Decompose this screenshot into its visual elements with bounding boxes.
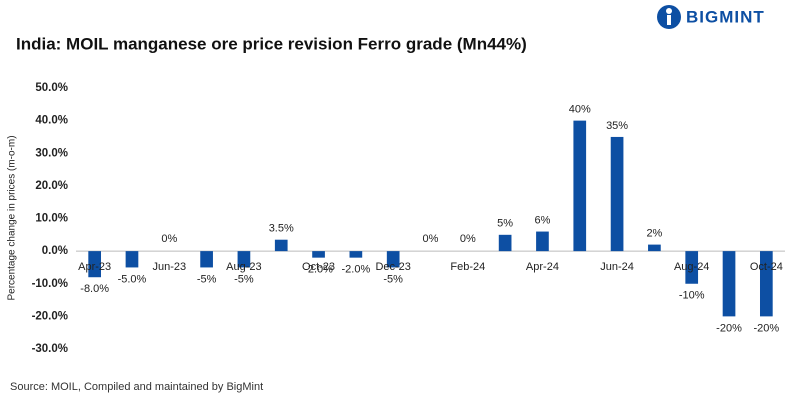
value-label: -5% (234, 273, 254, 285)
source-note: Source: MOIL, Compiled and maintained by… (10, 381, 263, 393)
bar (88, 251, 102, 278)
value-label: -2.0% (341, 264, 370, 276)
value-label: 6% (534, 214, 550, 226)
bar (536, 231, 549, 252)
bar (274, 239, 288, 252)
x-tick-label: Apr-23 (78, 261, 111, 273)
bar (573, 120, 587, 252)
bar (386, 251, 400, 268)
x-tick-label: Feb-24 (450, 261, 485, 273)
brand-name: BIGMINT (686, 7, 765, 26)
value-label: 40% (569, 104, 591, 116)
x-tick-label: Aug-24 (674, 261, 709, 273)
x-tick-label: Oct-23 (302, 261, 335, 273)
value-label: -5% (197, 273, 217, 285)
x-tick-label: Oct-24 (750, 261, 783, 273)
y-tick-label: -10.0% (32, 278, 68, 290)
y-tick-label: -20.0% (32, 310, 68, 322)
bar (685, 251, 699, 284)
value-label: 3.5% (269, 223, 294, 235)
bar (610, 136, 624, 252)
value-label: -10% (679, 290, 705, 302)
chart-title: India: MOIL manganese ore price revision… (16, 34, 527, 53)
value-label: 0% (423, 233, 439, 245)
bar (759, 251, 773, 317)
bar (722, 251, 736, 317)
bar (312, 251, 325, 258)
value-label: -8.0% (80, 283, 109, 295)
brand-logo (657, 5, 681, 29)
value-label: -5.0% (118, 273, 147, 285)
value-label: 2% (646, 228, 662, 240)
x-tick-label: Jun-23 (152, 261, 186, 273)
logo-icon-head (666, 8, 672, 14)
value-label: 0% (460, 233, 476, 245)
value-label: -20% (716, 322, 742, 334)
x-tick-label: Aug-23 (226, 261, 261, 273)
bar (648, 244, 661, 252)
y-tick-label: 50.0% (35, 82, 68, 94)
x-tick-label: Apr-24 (526, 261, 559, 273)
y-tick-label: 20.0% (35, 180, 68, 192)
bar (237, 251, 251, 268)
value-label: -20% (753, 322, 779, 334)
value-label: -5% (383, 273, 403, 285)
x-tick-label: Jun-24 (600, 261, 634, 273)
y-tick-label: 10.0% (35, 213, 68, 225)
logo-icon-body (667, 15, 671, 25)
value-label: -2.0% (304, 264, 333, 276)
bar (498, 234, 512, 252)
value-label: 5% (497, 218, 513, 230)
bar (125, 251, 139, 268)
x-tick-label: Dec-23 (375, 261, 410, 273)
bar (200, 251, 213, 268)
value-label: 0% (161, 233, 177, 245)
value-label: 35% (606, 120, 628, 132)
y-tick-label: 30.0% (35, 147, 68, 159)
y-axis-label: Percentage change in prices (m-o-m) (7, 135, 18, 300)
y-tick-label: -30.0% (32, 343, 68, 355)
y-tick-label: 40.0% (35, 115, 68, 127)
y-tick-label: 0.0% (42, 245, 68, 257)
bar (349, 251, 363, 258)
